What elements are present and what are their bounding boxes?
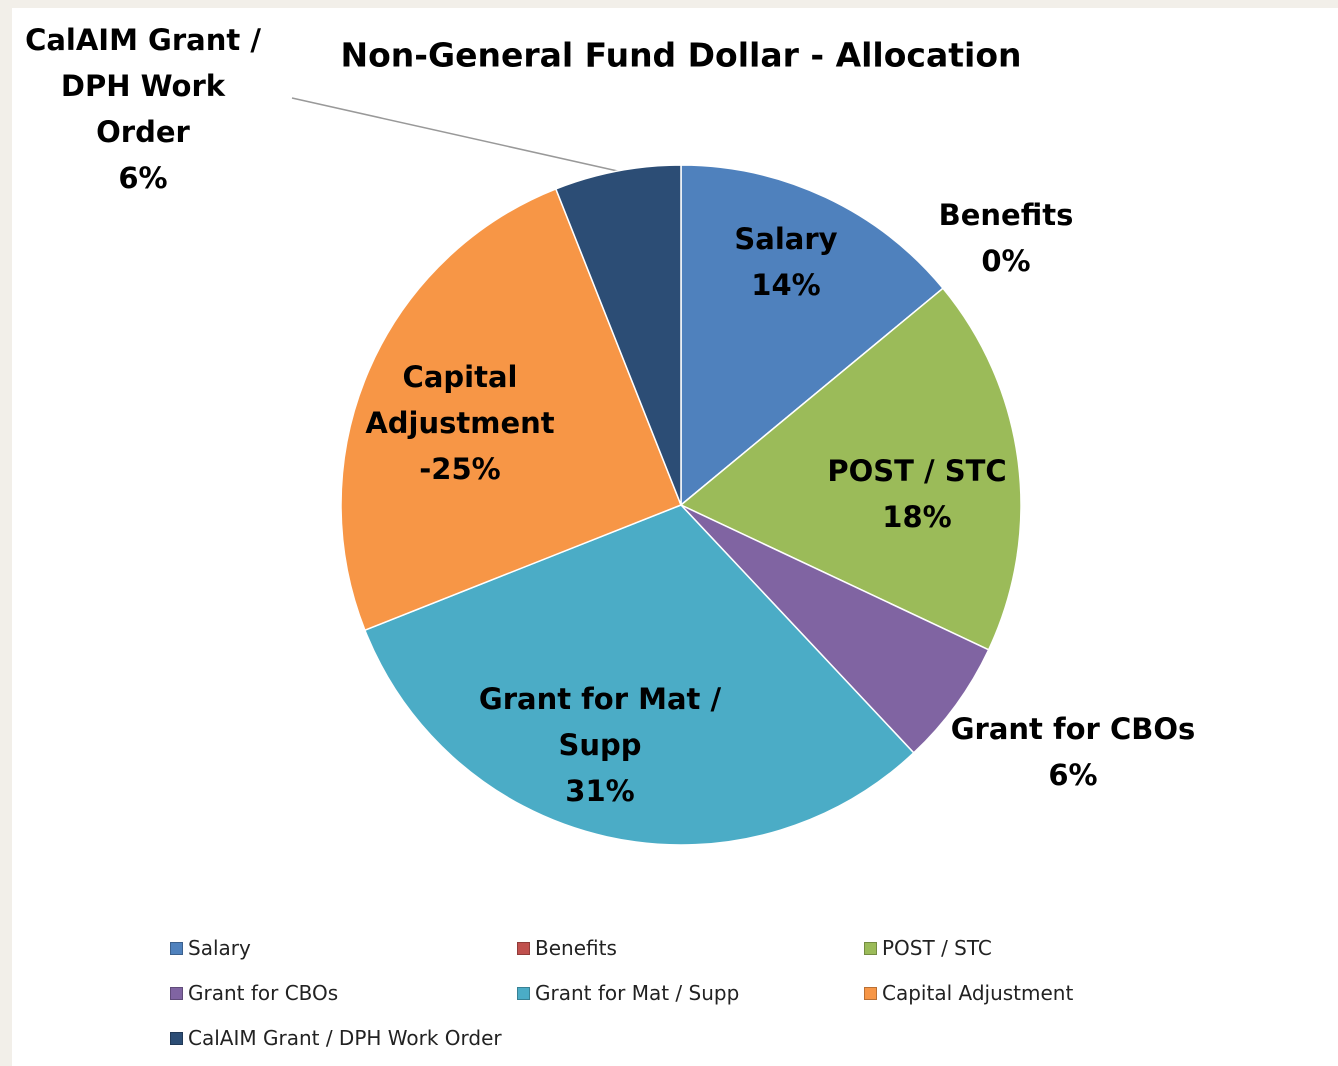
data-label-value: 31% (565, 774, 635, 808)
data-label: Grant for Mat / Supp 31% (470, 676, 730, 814)
pie-slice (680, 504, 990, 754)
data-label-value: 6% (1048, 758, 1098, 792)
pie-slice (363, 504, 915, 846)
data-label-name: POST / STC (827, 454, 1007, 488)
data-label-name: Capital Adjustment (365, 360, 555, 440)
data-label-value: 18% (882, 500, 952, 534)
data-label: Capital Adjustment -25% (355, 354, 565, 492)
legend-swatch (864, 941, 877, 955)
legend-label: Salary (188, 936, 251, 960)
pie-slice (680, 164, 945, 507)
legend-swatch (517, 986, 530, 1000)
legend-item: CalAIM Grant / DPH Work Order (170, 1026, 502, 1050)
chart-title: Non-General Fund Dollar - Allocation (340, 35, 1022, 75)
legend-item: POST / STC (864, 936, 992, 960)
pie-slice (679, 287, 1022, 651)
legend-item: Capital Adjustment (864, 981, 1073, 1005)
legend-swatch (170, 986, 183, 1000)
data-label-value: -25% (419, 452, 501, 486)
data-label: CalAIM Grant / DPH Work Order 6% (13, 17, 273, 201)
legend-label: Grant for CBOs (188, 981, 339, 1005)
legend-swatch (864, 986, 877, 1000)
data-label-name: CalAIM Grant / DPH Work Order (25, 23, 261, 149)
data-label: Salary 14% (706, 216, 866, 308)
data-label: Grant for CBOs 6% (943, 706, 1203, 798)
legend-label: Grant for Mat / Supp (535, 981, 740, 1005)
data-label-name: Salary (734, 222, 838, 256)
data-label-name: Grant for CBOs (950, 712, 1196, 746)
legend-label: Capital Adjustment (882, 981, 1074, 1005)
legend-swatch (170, 941, 183, 955)
data-label-value: 14% (751, 268, 821, 302)
data-label-name: Benefits (938, 198, 1074, 232)
legend-label: Benefits (535, 936, 617, 960)
legend-item: Grant for Mat / Supp (517, 981, 739, 1005)
legend-label: POST / STC (882, 936, 992, 960)
legend-swatch (170, 1031, 183, 1045)
leader-line (291, 97, 623, 173)
data-label: POST / STC 18% (812, 448, 1022, 540)
data-label-value: 6% (118, 161, 168, 195)
legend-swatch (517, 941, 530, 955)
pie-slice (554, 164, 682, 506)
legend-item: Salary (170, 936, 251, 960)
legend-label: CalAIM Grant / DPH Work Order (188, 1026, 502, 1050)
data-label-value: 0% (981, 244, 1031, 278)
pie-slice (340, 187, 682, 632)
data-label-name: Grant for Mat / Supp (478, 682, 722, 762)
data-label: Benefits 0% (926, 192, 1086, 284)
legend-item: Benefits (517, 936, 617, 960)
legend-item: Grant for CBOs (170, 981, 338, 1005)
